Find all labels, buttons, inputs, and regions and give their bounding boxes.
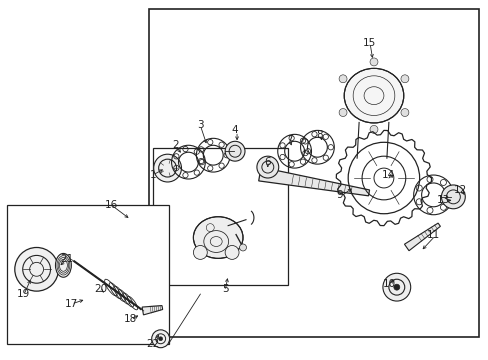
Text: 8: 8 [315,130,322,140]
Circle shape [153,154,181,182]
Circle shape [193,246,207,260]
Circle shape [441,185,464,209]
Text: 9: 9 [335,190,342,200]
Text: 18: 18 [124,314,137,324]
Text: 5: 5 [222,284,228,294]
Bar [148,9,478,337]
Text: 17: 17 [64,299,78,309]
Text: 6: 6 [264,157,270,167]
Circle shape [338,75,346,83]
Circle shape [15,247,59,291]
Text: 22: 22 [146,339,159,349]
Ellipse shape [193,217,243,258]
Text: 2: 2 [172,140,179,150]
Circle shape [393,284,399,290]
Text: 1: 1 [149,170,156,180]
Circle shape [224,141,244,161]
Circle shape [382,273,410,301]
Circle shape [158,337,163,341]
Text: 7: 7 [286,135,292,145]
Text: 12: 12 [453,185,466,195]
Bar [7,205,168,344]
Text: 21: 21 [60,255,73,264]
Circle shape [400,109,408,117]
Polygon shape [142,306,163,315]
Text: 20: 20 [94,284,107,294]
Circle shape [369,58,377,66]
Polygon shape [404,223,440,251]
Polygon shape [258,167,369,196]
Circle shape [369,125,377,133]
Circle shape [256,156,278,178]
Text: 13: 13 [436,195,449,205]
Circle shape [400,75,408,83]
Text: 4: 4 [231,125,238,135]
Bar [152,148,287,285]
Text: 11: 11 [426,230,439,239]
Text: 14: 14 [382,170,395,180]
Ellipse shape [344,68,403,123]
Circle shape [151,330,169,348]
Circle shape [224,246,239,260]
Ellipse shape [55,253,71,277]
Text: 19: 19 [17,289,30,299]
Text: 15: 15 [362,38,375,48]
Circle shape [338,109,346,117]
Text: 3: 3 [197,121,203,130]
Text: 16: 16 [104,200,118,210]
Circle shape [239,244,246,251]
Text: 10: 10 [382,279,395,289]
